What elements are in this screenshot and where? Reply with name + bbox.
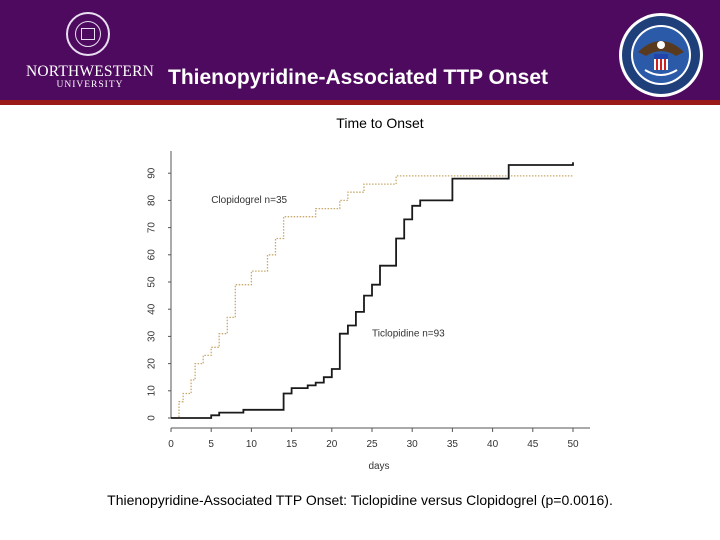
x-tick-label: 25 xyxy=(366,439,378,450)
x-tick-label: 50 xyxy=(567,439,579,450)
x-tick-label: 30 xyxy=(407,439,419,450)
x-tick-label: 35 xyxy=(447,439,459,450)
caption-text: Ticlopidine versus Clopidogrel (p=0.0016… xyxy=(347,492,613,508)
series-annotation-ticlopidine: Ticlopidine n=93 xyxy=(372,328,445,339)
chart-title: Time to Onset xyxy=(336,115,424,131)
y-tick-label: 40 xyxy=(147,303,158,315)
header-rule xyxy=(0,100,720,105)
x-axis-label: days xyxy=(368,461,389,472)
va-seal-icon xyxy=(619,13,703,97)
slide-caption: Thienopyridine-Associated TTP Onset: Tic… xyxy=(0,492,720,508)
page-title: Thienopyridine-Associated TTP Onset xyxy=(168,66,549,89)
x-tick-label: 10 xyxy=(246,439,258,450)
x-tick-label: 45 xyxy=(527,439,539,450)
y-tick-label: 80 xyxy=(147,194,158,206)
y-tick-label: 30 xyxy=(147,330,158,342)
y-tick-label: 60 xyxy=(147,249,158,261)
y-tick-label: 50 xyxy=(147,276,158,288)
x-tick-label: 0 xyxy=(168,439,174,450)
caption-lead: Thienopyridine-Associated TTP Onset: xyxy=(107,492,348,508)
northwestern-logo-name: NORTHWESTERN xyxy=(25,63,155,80)
x-tick-label: 15 xyxy=(286,439,298,450)
time-to-onset-chart: Time to Onset 0 10 20 30 40 50 60 70 80 90 0 5 10 15… xyxy=(147,115,590,472)
y-tick-label: 20 xyxy=(147,358,158,370)
x-tick-label: 20 xyxy=(326,439,338,450)
series-annotation-clopidogrel: Clopidogrel n=35 xyxy=(211,195,287,206)
slide-header: NORTHWESTERN UNIVERSITY Thienopyridine-A… xyxy=(0,0,720,100)
y-tick-label: 10 xyxy=(147,385,158,397)
northwestern-seal-icon xyxy=(66,12,110,56)
y-tick-label: 70 xyxy=(147,222,158,234)
northwestern-logo-subname: UNIVERSITY xyxy=(56,80,124,90)
y-tick-label: 0 xyxy=(147,415,158,421)
series-line-ticlopidine xyxy=(171,162,574,419)
series-line-clopidogrel xyxy=(171,175,573,419)
y-tick-label: 90 xyxy=(147,167,158,179)
x-tick-label: 40 xyxy=(487,439,499,450)
x-tick-label: 5 xyxy=(208,439,214,450)
